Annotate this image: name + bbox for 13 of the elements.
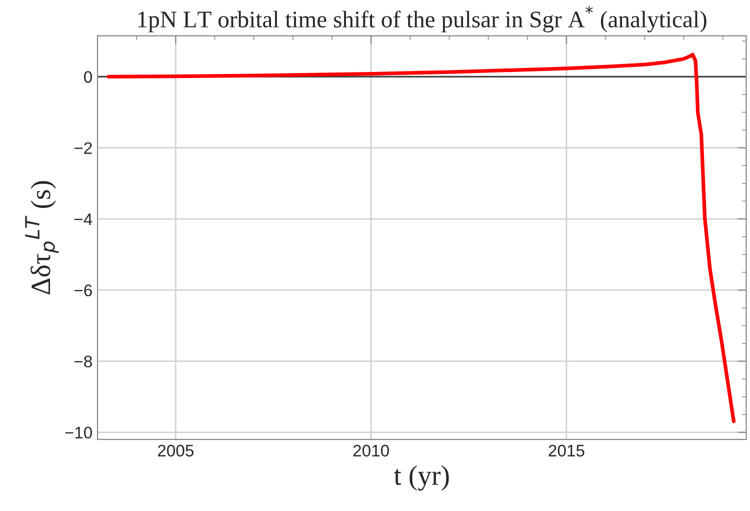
y-tick-label: −4 bbox=[74, 214, 92, 225]
x-axis-title: t (yr) bbox=[394, 465, 449, 491]
y-tick-label: 0 bbox=[84, 71, 92, 83]
y-tick-label: −8 bbox=[74, 356, 92, 368]
y-axis-title: Δδτ$_{p}$$^{LT}$ (s) bbox=[25, 181, 59, 294]
x-tick-label: 2005 bbox=[158, 444, 194, 457]
y-tick-label: −10 bbox=[65, 426, 92, 439]
line-series bbox=[106, 52, 736, 424]
y-tick-label: −2 bbox=[74, 142, 92, 154]
x-tick-label: 2015 bbox=[548, 444, 584, 457]
chart-title: 1pN LT orbital time shift of the pulsar in Sgr A$^{*}$ (analytical) bbox=[138, 6, 706, 32]
x-tick-label: 2010 bbox=[353, 444, 389, 457]
y-tick-label: −6 bbox=[74, 284, 92, 296]
